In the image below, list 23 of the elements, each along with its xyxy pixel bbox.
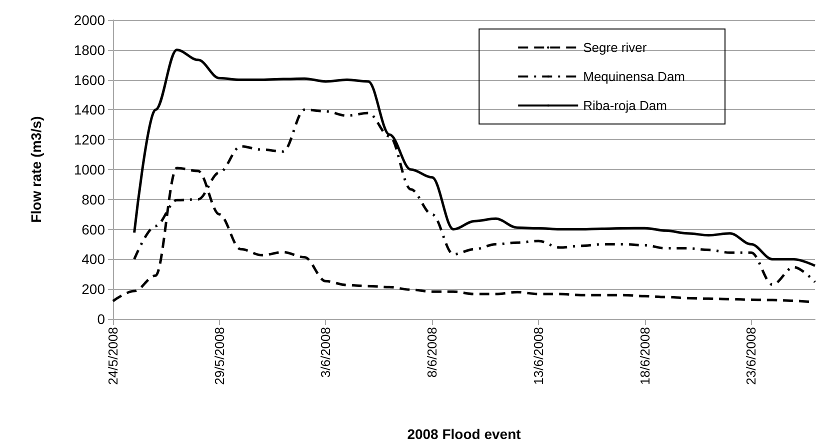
y-axis-title: Flow rate (m3/s)	[28, 116, 44, 223]
x-tick-label: 29/5/2008	[212, 327, 227, 385]
y-tick-label: 600	[82, 221, 106, 238]
y-tick-label: 1400	[74, 102, 106, 118]
x-tick-label: 24/5/2008	[106, 327, 120, 385]
x-tick-label: 18/6/2008	[637, 327, 652, 385]
x-tick-label: 13/6/2008	[530, 327, 546, 385]
y-tick-label: 1800	[74, 42, 106, 58]
y-tick-label: 800	[82, 191, 106, 208]
legend-label: Riba-roja Dam	[583, 98, 667, 113]
legend-label: Segre river	[583, 40, 648, 55]
x-tick-label: 8/6/2008	[424, 327, 440, 378]
y-tick-label: 0	[97, 311, 106, 327]
y-tick-label: 1000	[74, 162, 106, 178]
x-tick-label: 23/6/2008	[744, 327, 759, 385]
x-tick-label: 3/6/2008	[318, 327, 334, 378]
x-axis-title: 2008 Flood event	[407, 426, 522, 442]
legend-label: Mequinensa Dam	[583, 69, 686, 84]
y-tick-label: 2000	[74, 12, 106, 28]
y-tick-label: 400	[82, 251, 106, 268]
y-tick-label: 1200	[74, 132, 106, 148]
y-tick-label: 1600	[74, 72, 106, 88]
y-tick-label: 200	[82, 281, 106, 298]
